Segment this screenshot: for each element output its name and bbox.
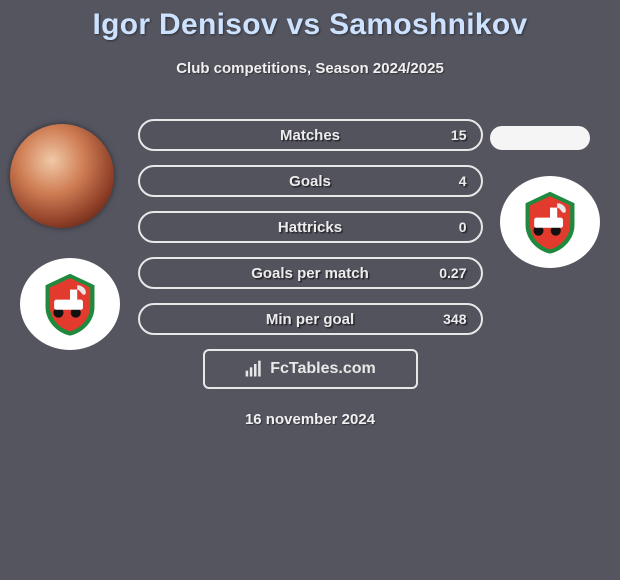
brand-text: FcTables.com: [270, 360, 376, 378]
stat-row-min-per-goal: Min per goal 348: [138, 303, 483, 335]
club-left-badge: [20, 258, 120, 350]
stat-row-goals: Goals 4: [138, 165, 483, 197]
stat-label: Goals per match: [251, 265, 369, 282]
stat-label: Goals: [289, 173, 331, 190]
stat-value: 4: [459, 173, 467, 189]
stat-value: 15: [451, 127, 467, 143]
stat-label: Matches: [280, 127, 340, 144]
stat-value: 348: [443, 311, 466, 327]
page-subtitle: Club competitions, Season 2024/2025: [0, 60, 620, 77]
stat-value: 0: [459, 219, 467, 235]
lokomotiv-logo-icon: [514, 186, 586, 258]
stat-value: 0.27: [439, 265, 466, 281]
bar-chart-icon: [244, 359, 264, 379]
lokomotiv-logo-icon: [34, 268, 106, 340]
brand-badge: FcTables.com: [203, 349, 418, 389]
snapshot-date: 16 november 2024: [0, 411, 620, 428]
stat-row-matches: Matches 15: [138, 119, 483, 151]
stat-row-hattricks: Hattricks 0: [138, 211, 483, 243]
stat-row-goals-per-match: Goals per match 0.27: [138, 257, 483, 289]
player-left-avatar: [10, 124, 114, 228]
club-right-badge: [500, 176, 600, 268]
page-title: Igor Denisov vs Samoshnikov: [0, 0, 620, 42]
player-right-avatar: [490, 126, 590, 150]
stat-label: Min per goal: [266, 311, 354, 328]
stat-label: Hattricks: [278, 219, 342, 236]
